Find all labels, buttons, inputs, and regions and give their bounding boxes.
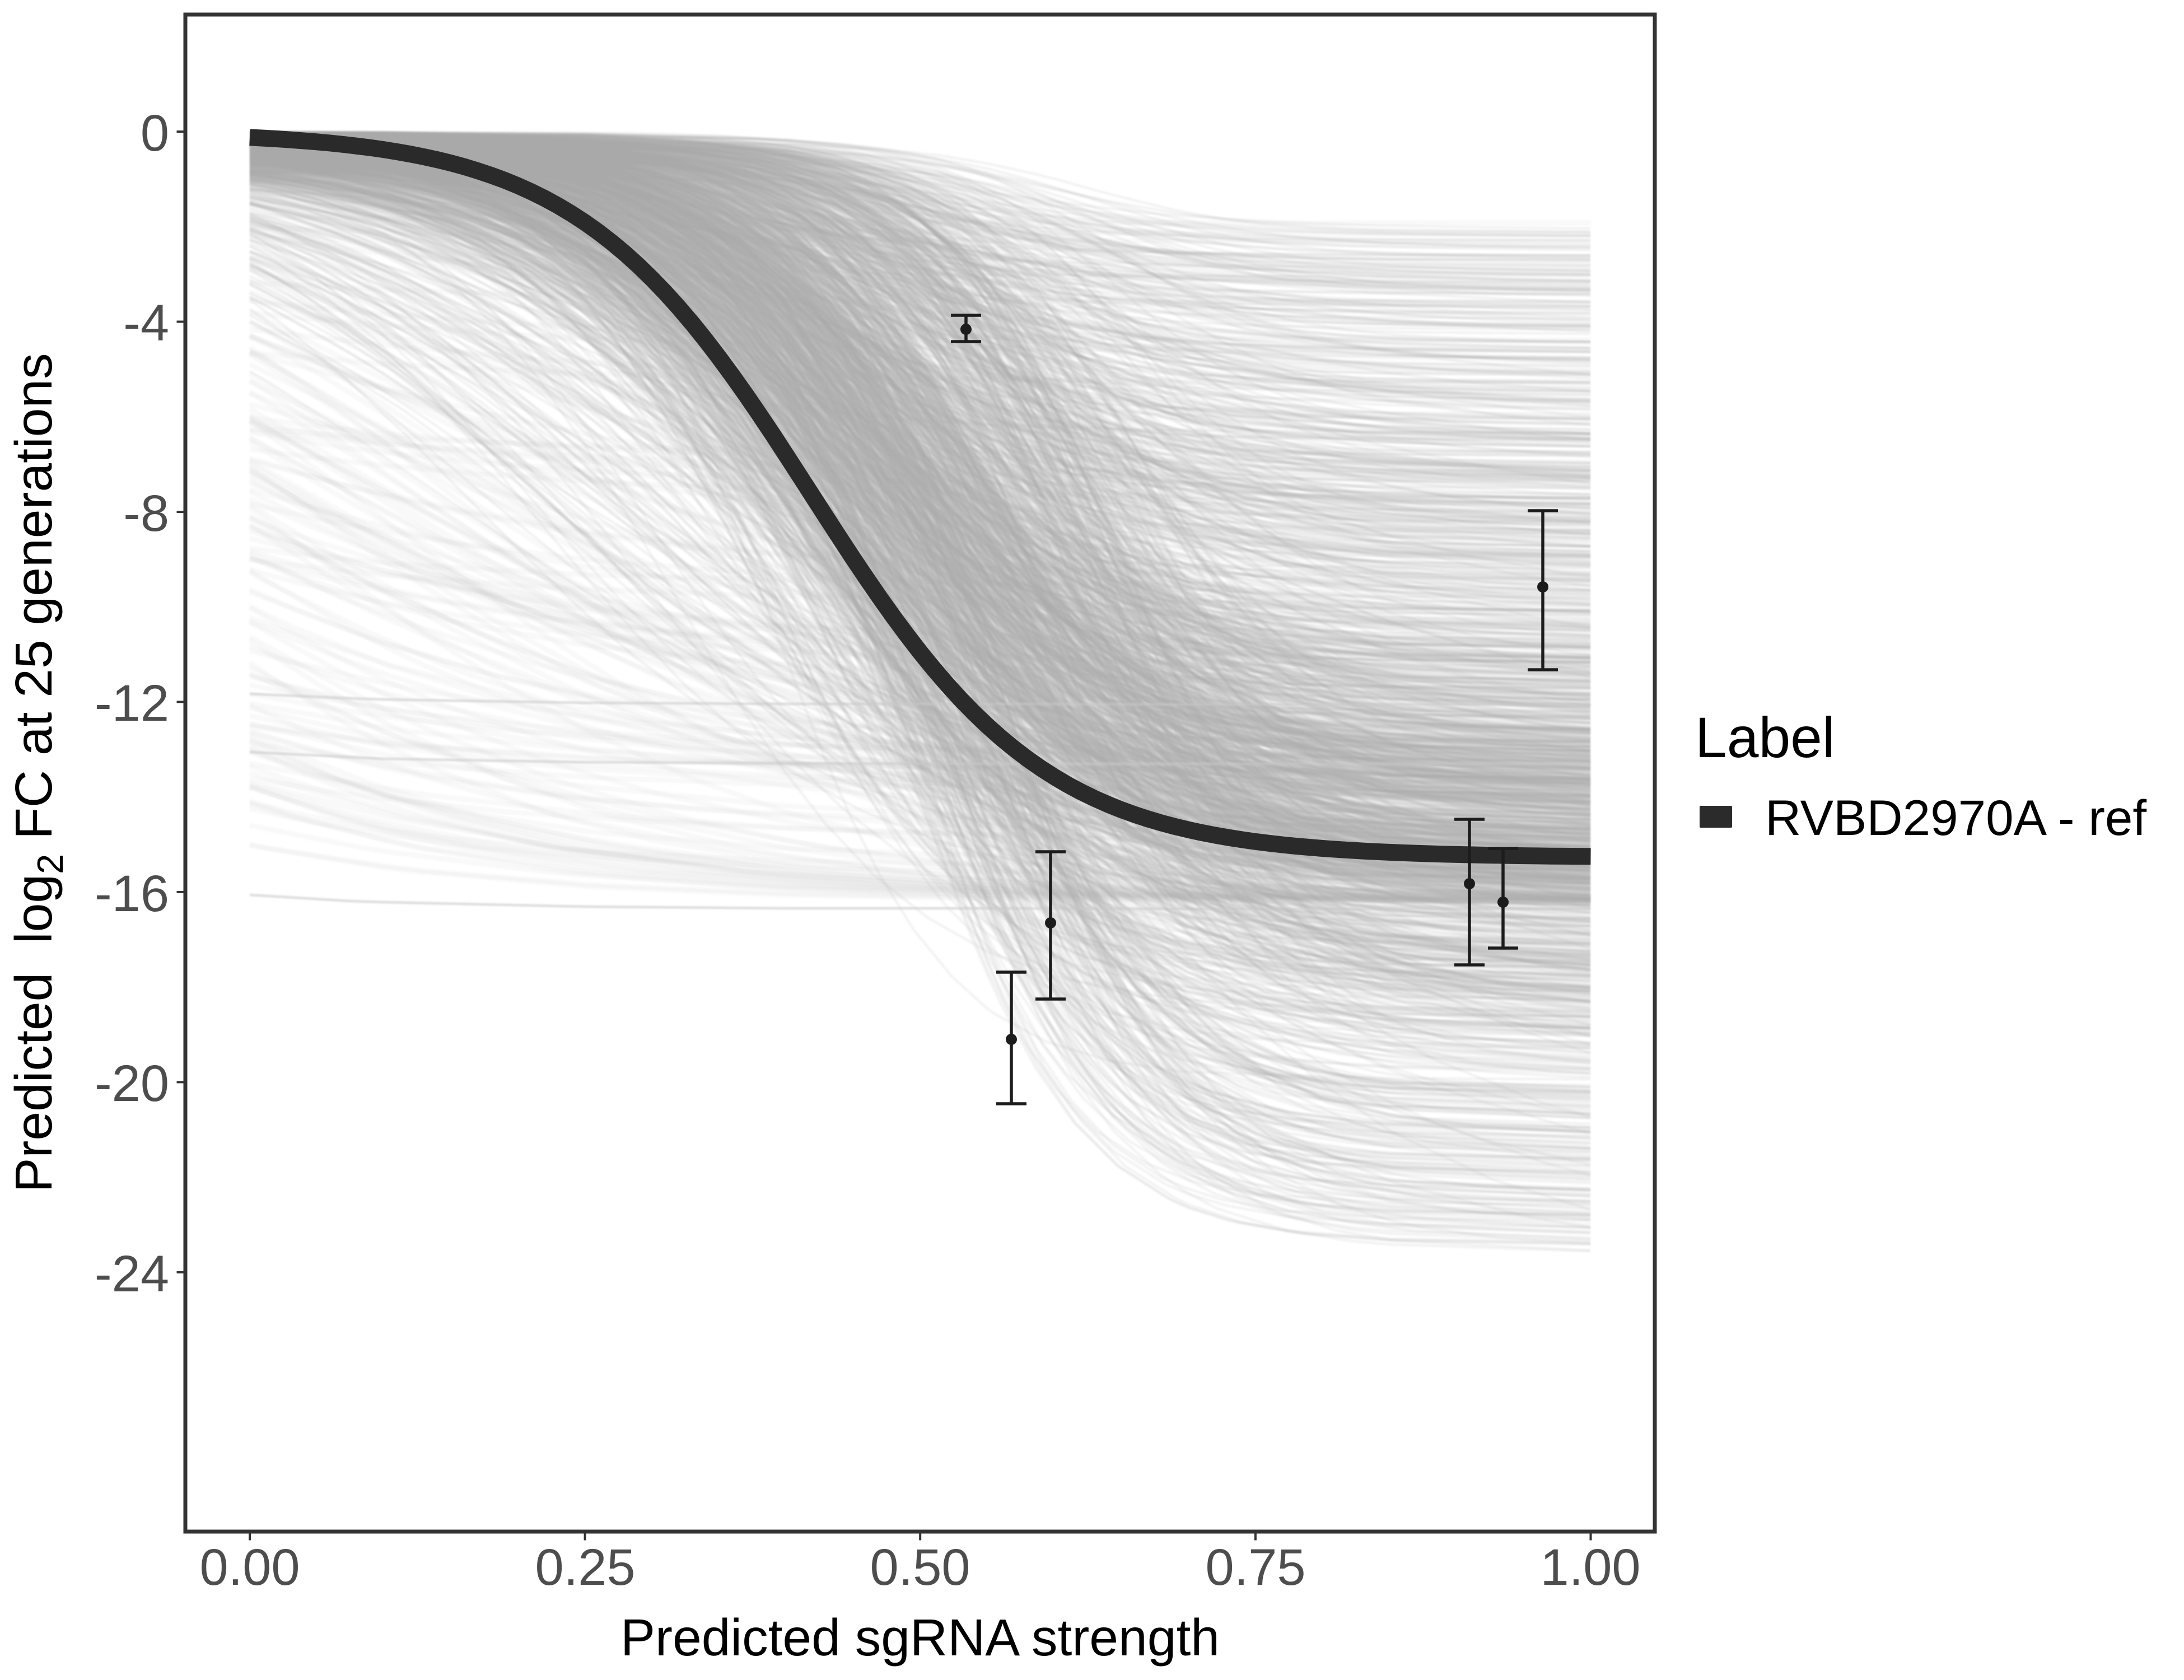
svg-text:1.00: 1.00	[1540, 1539, 1640, 1596]
svg-text:-20: -20	[95, 1055, 169, 1112]
svg-text:0: 0	[141, 105, 169, 162]
svg-text:-12: -12	[95, 675, 169, 732]
svg-text:-4: -4	[123, 295, 169, 352]
svg-text:0.50: 0.50	[870, 1539, 970, 1596]
svg-text:Predicted sgRNA strength: Predicted sgRNA strength	[620, 1608, 1220, 1667]
svg-text:RVBD2970A - ref: RVBD2970A - ref	[1765, 790, 2146, 846]
svg-text:-24: -24	[95, 1245, 169, 1303]
svg-text:-16: -16	[95, 865, 169, 922]
svg-text:Predicted log2 FC at 25 gener: Predicted log2 FC at 25 generations	[4, 353, 71, 1192]
svg-text:Label: Label	[1695, 706, 1835, 769]
svg-text:0.25: 0.25	[535, 1539, 635, 1596]
svg-text:-8: -8	[123, 485, 169, 542]
svg-text:0.75: 0.75	[1205, 1539, 1305, 1596]
svg-text:0.00: 0.00	[199, 1539, 300, 1596]
